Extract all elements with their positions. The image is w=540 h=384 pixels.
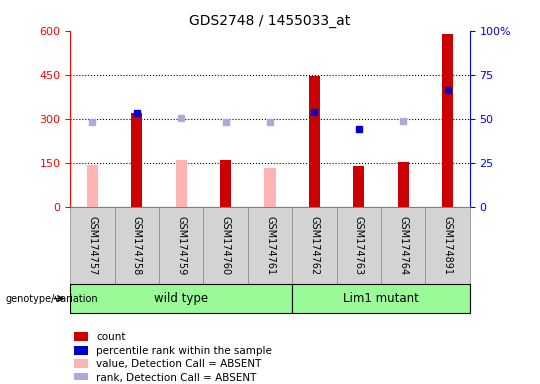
Text: percentile rank within the sample: percentile rank within the sample xyxy=(96,346,272,356)
Bar xyxy=(309,76,320,207)
Bar xyxy=(353,166,365,207)
Bar xyxy=(74,332,88,341)
Bar xyxy=(87,165,98,207)
Bar xyxy=(176,160,187,207)
Bar xyxy=(131,113,143,207)
Text: GSM174763: GSM174763 xyxy=(354,216,364,275)
Text: GSM174758: GSM174758 xyxy=(132,216,142,275)
Bar xyxy=(265,167,275,207)
Bar xyxy=(442,34,453,207)
Text: GSM174761: GSM174761 xyxy=(265,216,275,275)
Text: GSM174762: GSM174762 xyxy=(309,216,319,275)
Bar xyxy=(204,207,248,284)
Text: GSM174891: GSM174891 xyxy=(443,216,453,275)
Bar xyxy=(336,207,381,284)
Bar xyxy=(397,162,409,207)
Bar xyxy=(220,160,231,207)
Bar xyxy=(292,207,336,284)
Text: count: count xyxy=(96,332,126,342)
Text: genotype/variation: genotype/variation xyxy=(5,293,98,304)
Text: rank, Detection Call = ABSENT: rank, Detection Call = ABSENT xyxy=(96,372,256,383)
Text: GSM174760: GSM174760 xyxy=(221,216,231,275)
Bar xyxy=(292,284,470,313)
Bar xyxy=(426,207,470,284)
Text: GSM174764: GSM174764 xyxy=(398,216,408,275)
Bar xyxy=(74,346,88,355)
Bar xyxy=(114,207,159,284)
Bar xyxy=(248,207,292,284)
Text: GSM174759: GSM174759 xyxy=(176,216,186,275)
Title: GDS2748 / 1455033_at: GDS2748 / 1455033_at xyxy=(190,14,350,28)
Bar xyxy=(159,207,204,284)
Text: Lim1 mutant: Lim1 mutant xyxy=(343,292,419,305)
Bar xyxy=(74,372,88,382)
Bar xyxy=(381,207,426,284)
Text: value, Detection Call = ABSENT: value, Detection Call = ABSENT xyxy=(96,359,261,369)
Bar xyxy=(70,207,114,284)
Text: wild type: wild type xyxy=(154,292,208,305)
Bar xyxy=(70,284,292,313)
Bar xyxy=(74,359,88,368)
Text: GSM174757: GSM174757 xyxy=(87,216,97,275)
